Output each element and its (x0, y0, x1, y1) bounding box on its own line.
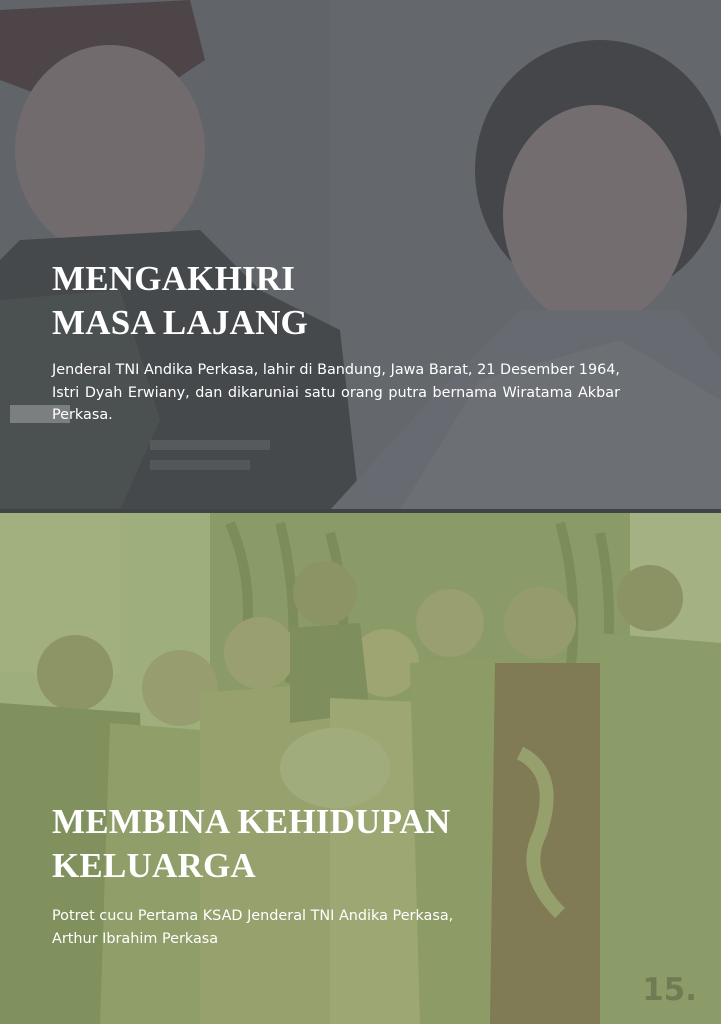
family-group-photo (0, 513, 721, 1024)
section-masa-lajang: MENGAKHIRI MASA LAJANG Jenderal TNI Andi… (0, 0, 721, 510)
heading-line: KELUARGA (52, 846, 256, 885)
section-heading: MEMBINA KEHIDUPAN KELUARGA (52, 800, 450, 888)
photo-tint-overlay (0, 513, 721, 1024)
section-body-text: Jenderal TNI Andika Perkasa, lahir di Ba… (52, 362, 620, 423)
couple-portrait-photo (0, 0, 721, 510)
heading-line: MENGAKHIRI (52, 259, 296, 298)
page-number: 15. (642, 972, 697, 1008)
section-divider (0, 509, 721, 513)
section-kehidupan-keluarga: MEMBINA KEHIDUPAN KELUARGA Potret cucu P… (0, 513, 721, 1024)
heading-line: MEMBINA KEHIDUPAN (52, 802, 451, 841)
photo-caption: Potret cucu Pertama KSAD Jenderal TNI An… (52, 905, 572, 950)
section-heading: MENGAKHIRI MASA LAJANG (52, 257, 308, 345)
caption-line: Potret cucu Pertama KSAD Jenderal TNI An… (52, 908, 454, 924)
heading-line: MASA LAJANG (52, 303, 308, 342)
photo-tint-overlay (0, 0, 721, 510)
caption-line: Arthur Ibrahim Perkasa (52, 930, 219, 947)
